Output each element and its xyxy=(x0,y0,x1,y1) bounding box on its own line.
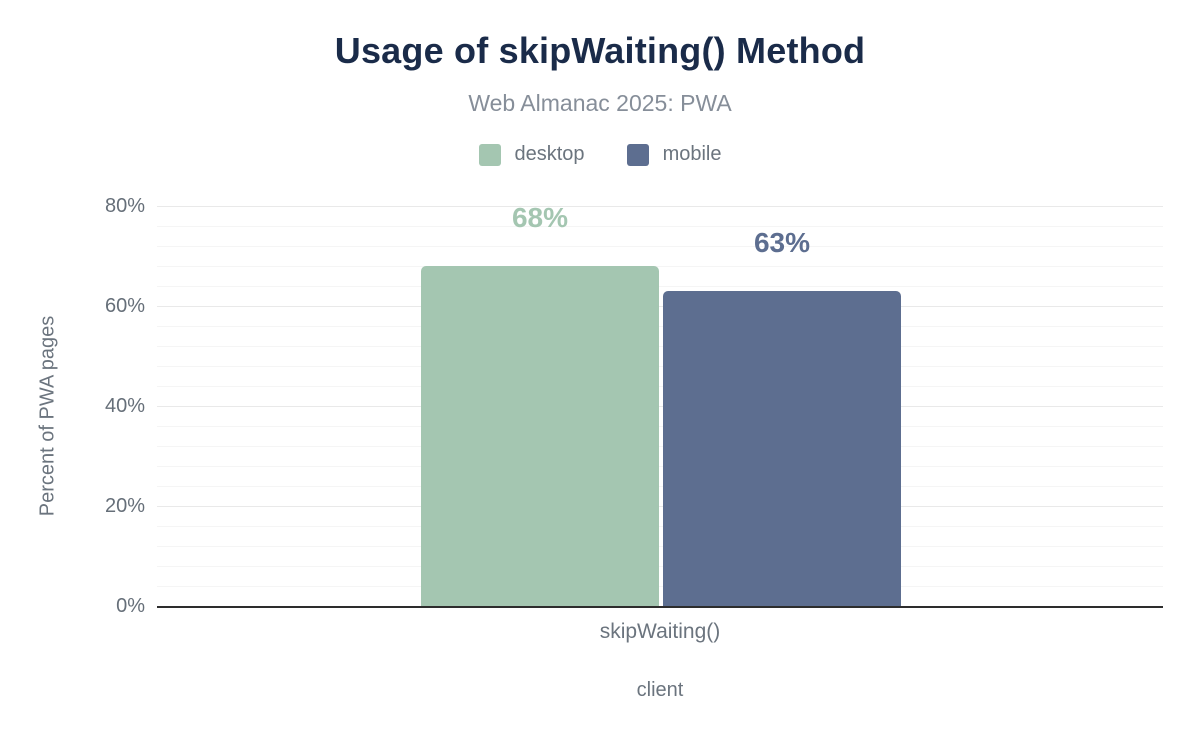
legend-label-desktop: desktop xyxy=(514,143,585,165)
minor-gridline xyxy=(157,586,1163,587)
value-label-mobile: 63% xyxy=(753,227,811,258)
y-tick-label: 20% xyxy=(104,495,145,517)
minor-gridline xyxy=(157,266,1163,267)
minor-gridline xyxy=(157,286,1163,287)
x-axis-line xyxy=(157,606,1163,608)
minor-gridline xyxy=(157,446,1163,447)
major-gridline xyxy=(157,206,1163,207)
minor-gridline xyxy=(157,246,1163,247)
y-tick-label: 40% xyxy=(104,395,145,417)
minor-gridline xyxy=(157,466,1163,467)
x-tick-label: skipWaiting() xyxy=(599,620,721,643)
legend-swatch-desktop-icon xyxy=(478,143,501,166)
y-tick-label: 60% xyxy=(104,295,145,317)
major-gridline xyxy=(157,306,1163,307)
legend-label-mobile: mobile xyxy=(662,143,722,165)
minor-gridline xyxy=(157,426,1163,427)
legend: desktop mobile xyxy=(0,143,1200,166)
legend-item-desktop[interactable]: desktop xyxy=(478,143,585,166)
chart-subtitle: Web Almanac 2025: PWA xyxy=(468,90,732,116)
major-gridline xyxy=(157,406,1163,407)
minor-gridline xyxy=(157,386,1163,387)
minor-gridline xyxy=(157,226,1163,227)
y-tick-label: 80% xyxy=(104,195,145,217)
bar-mobile[interactable]: 63% xyxy=(663,227,901,606)
minor-gridline xyxy=(157,526,1163,527)
value-label-desktop: 68% xyxy=(511,202,569,233)
minor-gridline xyxy=(157,346,1163,347)
minor-gridline xyxy=(157,366,1163,367)
minor-gridline xyxy=(157,486,1163,487)
bar-desktop[interactable]: 68% xyxy=(421,202,659,606)
legend-item-mobile[interactable]: mobile xyxy=(626,143,722,166)
major-gridline xyxy=(157,506,1163,507)
minor-gridline xyxy=(157,326,1163,327)
minor-gridline xyxy=(157,546,1163,547)
y-tick-label: 0% xyxy=(116,595,145,617)
chart-title: Usage of skipWaiting() Method xyxy=(334,30,866,71)
minor-gridline xyxy=(157,566,1163,567)
legend-swatch-mobile-icon xyxy=(626,143,649,166)
plot-area: 68% 63% xyxy=(157,202,1163,608)
x-axis-title: client xyxy=(636,679,684,701)
